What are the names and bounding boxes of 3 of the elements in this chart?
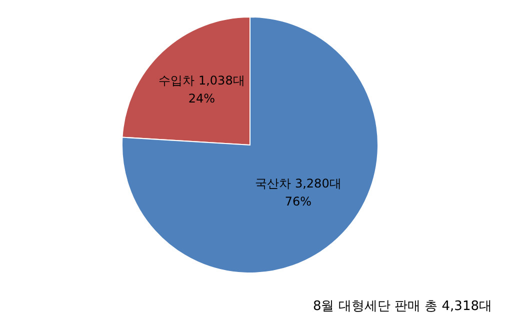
- slice-label: 수입차 1,038대 24%: [158, 74, 245, 106]
- text: 8월 대형세단 판매 총 4,318대: [312, 299, 492, 314]
- slice-label: 국산차 3,280대 76%: [255, 176, 342, 208]
